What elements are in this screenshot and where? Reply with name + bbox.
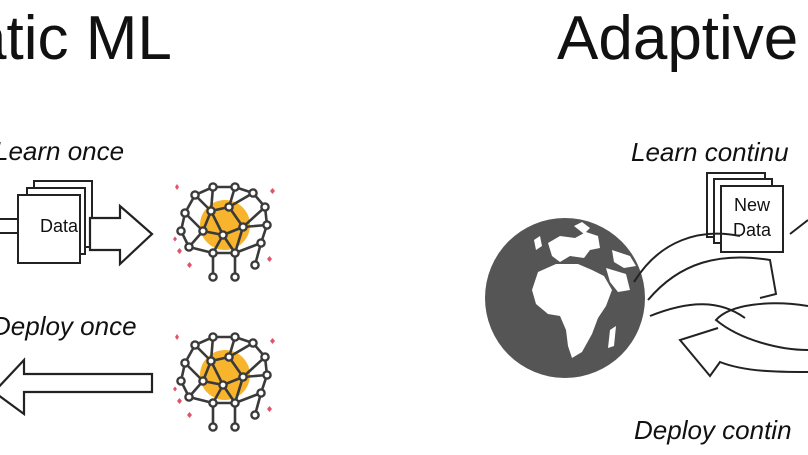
learn-once-input-arrow [0, 218, 19, 234]
deploy-once-label: Deploy once [0, 311, 137, 341]
new-data-line2: Data [733, 220, 772, 240]
globe-icon [485, 218, 645, 378]
deploy-continuously-label: Deploy contin [634, 415, 792, 445]
learn-continuously-label: Learn continu [631, 137, 789, 167]
data-document-stack-icon: Data [17, 180, 93, 264]
static-deployed-brain-icon [171, 329, 277, 432]
new-data-line1: New [734, 195, 771, 215]
adaptive-ml-title: Adaptive [557, 4, 799, 73]
data-document-label: Data [40, 216, 79, 236]
learn-once-label: Learn once [0, 136, 125, 166]
learn-continuously-arrow [633, 219, 808, 301]
learn-once-arrow [88, 203, 154, 267]
deploy-once-arrow [0, 357, 154, 417]
new-data-document-stack-icon: New Data [706, 172, 784, 253]
static-model-brain-icon [171, 179, 277, 282]
static-ml-title: atic ML [0, 4, 172, 73]
deploy-continuously-arrow [649, 302, 808, 378]
